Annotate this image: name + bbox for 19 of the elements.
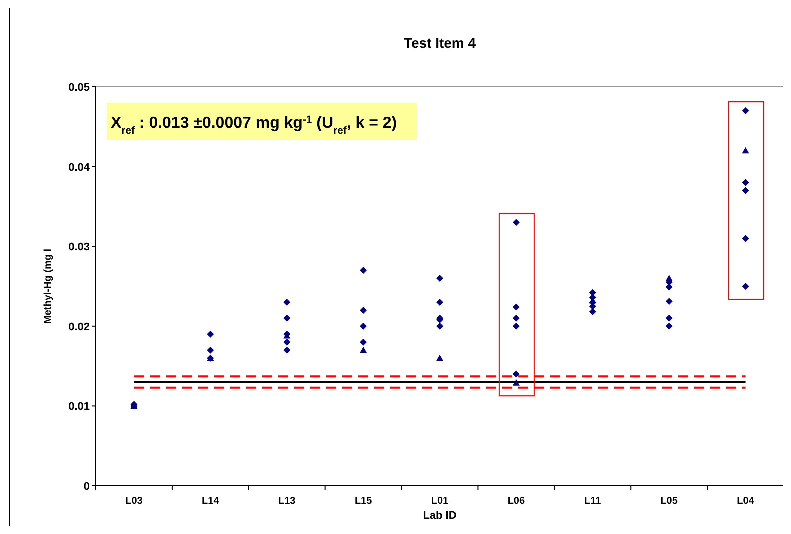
- y-axis-title: Methyl-Hg (mg l: [43, 248, 54, 324]
- annotation: X$_{ref}$ : 0.013 ±0.0007 mg kg$^{-1}$ (U$_{ref}$, k = 2): [111, 114, 398, 136]
- y-tick-label: 0: [84, 481, 90, 493]
- y-tick-label: 0.03: [68, 242, 90, 254]
- x-tick-label: L01: [431, 496, 450, 507]
- x-tick-label: L15: [354, 496, 373, 507]
- x-tick-label: L13: [278, 496, 296, 507]
- x-tick-label: L05: [660, 496, 678, 507]
- y-tick-label: 0.01: [68, 401, 90, 414]
- x-tick-label: L14: [202, 496, 220, 507]
- x-tick-label: L03: [126, 496, 144, 507]
- y-tick-label: 0.02: [68, 321, 90, 334]
- x-tick-label: L04: [737, 496, 755, 507]
- x-axis-title: Lab ID: [423, 510, 457, 522]
- chart-title: Test Item 4: [404, 35, 476, 51]
- y-tick-label: 0.05: [68, 82, 90, 94]
- y-tick-label: 0.04: [68, 162, 91, 174]
- x-tick-label: L11: [584, 496, 602, 507]
- x-tick-label: L06: [508, 496, 526, 507]
